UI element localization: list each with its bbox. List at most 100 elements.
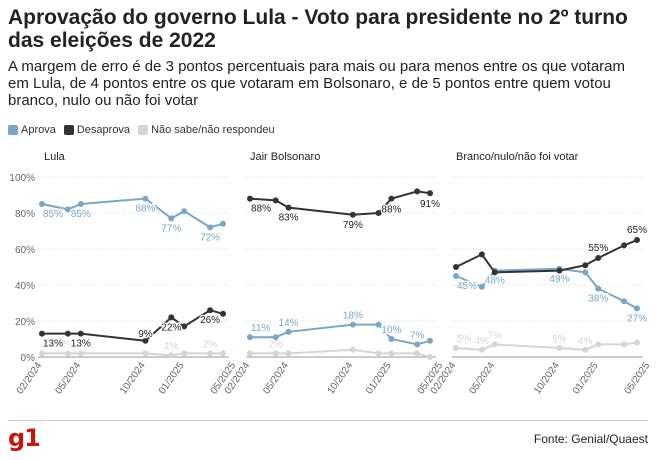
data-point-nao_sabe: [142, 350, 149, 357]
data-point-desaprova: [349, 211, 356, 218]
legend-item-nao-sabe: Não sabe/não respondeu: [138, 124, 275, 136]
data-point-nao_sabe: [478, 346, 485, 353]
y-tick-label: 20%: [15, 317, 35, 328]
data-label-nao_sabe: 7%: [488, 330, 503, 341]
data-label-nao_sabe: 5%: [457, 334, 472, 345]
data-label-aprova: 77%: [161, 223, 181, 234]
y-tick-label: 100%: [9, 173, 35, 184]
data-point-desaprova: [595, 255, 602, 261]
g1-logo: g1: [8, 424, 41, 452]
chart-title: Aprovação do governo Lula - Voto para pr…: [8, 6, 628, 52]
x-tick-label: 10/2024: [118, 360, 148, 396]
data-point-nao_sabe: [77, 350, 84, 357]
data-point-aprova: [478, 283, 485, 290]
data-point-desaprova: [582, 262, 589, 269]
panel-title-0: Lula: [44, 151, 66, 163]
data-label-desaprova: 83%: [279, 213, 299, 224]
panel-title-1: Jair Bolsonaro: [250, 151, 320, 163]
data-point-desaprova: [414, 188, 421, 195]
data-label-aprova: 38%: [588, 294, 608, 305]
data-label-aprova: 14%: [279, 318, 299, 329]
legend-label-desaprova: Desaprova: [76, 124, 131, 136]
data-label-nao_sabe: 4%: [578, 336, 593, 347]
data-point-aprova: [77, 201, 84, 207]
data-point-desaprova: [142, 337, 149, 344]
data-point-nao_sabe: [414, 350, 421, 357]
data-point-nao_sabe: [168, 352, 175, 359]
data-point-nao_sabe: [375, 350, 382, 357]
data-point-desaprova: [39, 330, 45, 337]
chart-area: Lula 0% 20% 40% 60% 80% 100% 02/2024 05/2024 10/2…: [9, 151, 652, 396]
y-tick-label: 40%: [15, 281, 35, 292]
data-point-aprova: [168, 215, 175, 222]
legend-swatch-aprova: [8, 125, 18, 135]
legend-swatch-nao-sabe: [138, 125, 149, 135]
data-point-aprova: [220, 220, 226, 227]
data-label-desaprova: 55%: [588, 243, 608, 254]
data-label-aprova: 18%: [343, 311, 363, 322]
data-label-aprova: 7%: [410, 330, 425, 341]
data-point-nao_sabe: [247, 350, 253, 357]
data-point-nao_sabe: [595, 341, 602, 348]
legend-item-desaprova: Desaprova: [63, 124, 131, 136]
data-label-aprova: 49%: [549, 274, 569, 285]
data-point-aprova: [285, 328, 292, 335]
data-point-aprova: [349, 321, 356, 328]
data-point-desaprova: [77, 330, 84, 337]
y-tick-label: 60%: [15, 245, 35, 256]
x-tick-label: 01/2025: [364, 360, 394, 396]
data-label-nao_sabe: 5%: [552, 334, 567, 345]
data-label-desaprova: 13%: [71, 339, 91, 350]
data-point-desaprova: [375, 210, 382, 216]
data-label-desaprova: 91%: [420, 199, 440, 210]
data-point-aprova: [634, 305, 640, 312]
source-note: Fonte: Genial/Quaest: [533, 432, 648, 446]
data-point-desaprova: [207, 307, 214, 314]
data-point-aprova: [427, 337, 433, 344]
data-label-aprova: 11%: [251, 323, 270, 334]
legend-item-aprova: Aprova: [8, 124, 56, 136]
data-point-aprova: [621, 298, 628, 305]
data-point-desaprova: [220, 310, 226, 317]
data-label-nao_sabe: 2%: [203, 339, 218, 350]
data-point-desaprova: [556, 267, 563, 274]
panel-title-2: Branco/nulo/não foi votar: [456, 151, 579, 163]
data-point-nao_sabe: [582, 346, 589, 353]
data-point-desaprova: [64, 330, 71, 337]
data-point-desaprova: [168, 314, 175, 321]
data-point-desaprova: [181, 323, 188, 330]
data-label-desaprova: 22%: [161, 322, 181, 333]
data-label-desaprova: 65%: [627, 225, 647, 236]
data-point-desaprova: [285, 204, 292, 211]
data-point-aprova: [272, 334, 279, 341]
data-label-aprova: 85%: [71, 209, 91, 220]
data-point-aprova: [388, 336, 395, 342]
data-label-aprova: 27%: [627, 313, 647, 324]
data-point-nao_sabe: [207, 350, 214, 357]
data-point-nao_sabe: [64, 350, 71, 357]
data-point-nao_sabe: [388, 350, 395, 357]
legend-swatch-desaprova: [63, 125, 74, 135]
data-label-nao_sabe: 2%: [268, 339, 283, 350]
data-point-nao_sabe: [285, 350, 292, 357]
data-point-nao_sabe: [427, 354, 433, 360]
x-tick-label: 10/2024: [326, 360, 356, 396]
data-point-aprova: [375, 321, 382, 328]
data-point-aprova: [39, 201, 45, 207]
data-label-nao_sabe: 4%: [475, 336, 490, 347]
data-point-desaprova: [272, 197, 279, 204]
x-tick-label: 01/2025: [157, 360, 187, 396]
x-tick-label: 01/2025: [571, 360, 601, 396]
y-tick-label: 0%: [21, 353, 36, 364]
data-label-desaprova: 79%: [343, 220, 363, 231]
data-point-desaprova: [427, 190, 433, 197]
data-point-aprova: [414, 341, 421, 348]
data-label-aprova: 48%: [485, 276, 505, 287]
x-tick-label: 10/2024: [532, 360, 562, 396]
data-point-desaprova: [491, 269, 498, 276]
data-point-desaprova: [634, 237, 640, 243]
data-point-nao_sabe: [556, 345, 563, 351]
data-point-aprova: [595, 285, 602, 292]
data-point-aprova: [247, 334, 253, 341]
series-line-desaprova: [455, 239, 638, 274]
